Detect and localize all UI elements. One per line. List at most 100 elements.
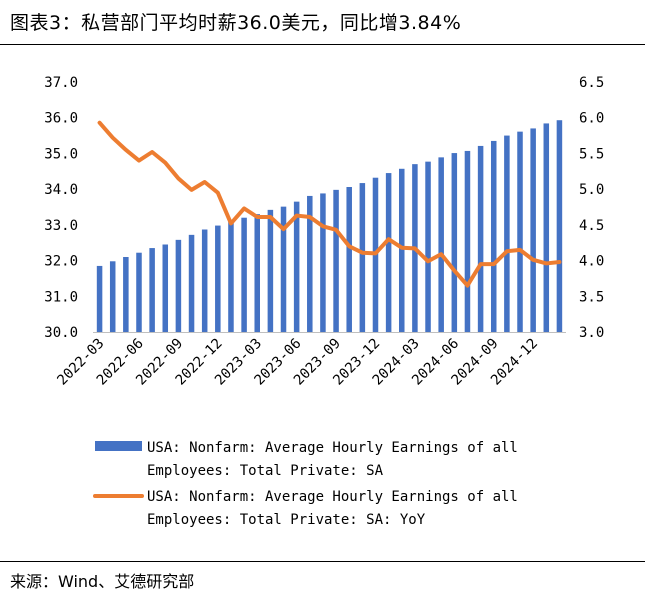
line-point-2023-05 [282,228,285,230]
line-point-2023-10 [348,245,351,248]
bar-2024-12 [530,128,536,332]
line-point-2022-12 [217,191,219,194]
line-point-2023-11 [361,251,364,254]
bar-2023-11 [359,183,366,332]
line-point-2023-01 [230,222,232,225]
legend-bar-swatch [95,441,142,451]
line-point-2025-01 [545,262,548,265]
line-point-2024-06 [453,269,456,272]
legend: USA: Nonfarm: Average Hourly Earnings of… [93,440,518,528]
y-left-tick-label: 33.0 [44,218,78,234]
bar-2022-05 [123,257,129,332]
bar-2023-02 [241,217,247,332]
bar-2022-07 [149,248,155,332]
line-point-2023-08 [322,225,324,228]
bar-2023-05 [280,206,287,332]
line-point-2023-04 [269,216,272,218]
bar-2024-06 [451,153,458,332]
bar-2024-10 [504,135,510,332]
bar-2023-06 [293,201,300,332]
x-axis-labels: 2022-032022-062022-092022-122023-032023-… [54,336,541,389]
source-note: 来源：Wind、艾德研究部 [10,572,195,591]
bar-2025-01 [543,123,550,333]
bar-2022-04 [109,261,116,332]
y-left-tick-label: 34.0 [44,182,78,198]
bar-2025-02 [556,120,563,333]
line-point-2023-09 [335,229,337,231]
bar-2022-06 [136,252,142,332]
line-point-2024-07 [466,284,469,287]
line-point-2025-02 [558,261,561,263]
y-right-tick-label: 4.5 [579,218,604,234]
y-left-tick-label: 30.0 [44,325,78,341]
title-rule [0,44,645,45]
y-right-tick-label: 6.0 [579,111,604,127]
bar-2024-09 [490,140,497,332]
line-point-2024-02 [400,246,403,249]
bar-2022-03 [96,265,103,332]
legend-bar-label: USA: Nonfarm: Average Hourly Earnings of… [147,440,518,456]
line-point-2022-06 [138,159,140,162]
line-point-2024-04 [427,260,429,263]
legend-line-label: Employees: Total Private: SA: YoY [147,512,426,528]
y-right-tick-label: 3.5 [579,289,604,305]
line-point-2024-11 [519,249,521,251]
bar-2022-11 [201,229,208,332]
line-point-2022-11 [203,181,206,183]
line-series [97,120,562,288]
bar-2024-05 [438,157,444,332]
y-right-tick-label: 4.0 [579,254,604,270]
bar-2024-02 [399,168,405,332]
bar-2023-10 [346,187,352,332]
bar-2024-04 [425,161,431,332]
bar-2022-09 [175,239,182,332]
line-point-2023-07 [308,216,311,218]
line-point-2024-01 [387,238,390,240]
bar-2023-08 [320,193,326,332]
line-point-2022-05 [125,149,127,151]
line-point-2022-09 [177,177,180,180]
legend-bar-label: Employees: Total Private: SA [147,463,384,479]
line-point-2022-03 [98,121,101,124]
bar-2022-12 [215,225,221,332]
y-right-tick-label: 5.0 [579,182,604,198]
bar-2023-03 [254,214,260,332]
legend-line-label: USA: Nonfarm: Average Hourly Earnings of… [147,489,518,505]
bar-2024-11 [517,131,523,332]
line-point-2022-08 [164,161,167,164]
y-left-tick-label: 35.0 [44,146,78,162]
y-left-tick-label: 32.0 [44,254,78,270]
bar-2024-01 [385,173,392,332]
line-point-2024-12 [532,259,534,261]
bar-2023-07 [307,195,313,332]
bar-2024-07 [464,150,471,332]
line-point-2024-10 [506,250,508,253]
y-left-tick-label: 37.0 [44,75,78,91]
bar-2024-08 [477,145,484,332]
y-right-tick-label: 6.5 [579,75,604,91]
line-point-2023-02 [243,207,245,210]
bar-2023-01 [228,221,234,332]
bar-2022-08 [162,244,169,332]
source-rule [0,561,645,562]
line-point-2024-03 [414,247,416,250]
figure-title: 图表3：私营部门平均时薪36.0美元，同比增3.84% [10,12,462,34]
line-point-2024-05 [440,253,442,255]
bar-2023-04 [267,209,274,332]
line-point-2022-04 [111,136,114,139]
y-axis-right-labels: 3.0 3.5 4.0 4.5 5.0 5.5 6.0 6.5 [579,75,604,341]
yoy-line [97,120,562,288]
y-axis-left-labels: 30.0 31.0 32.0 33.0 34.0 35.0 36.0 37.0 [44,75,78,341]
line-point-2022-10 [190,189,193,191]
y-left-tick-label: 36.0 [44,111,78,127]
y-right-tick-label: 5.5 [579,146,604,162]
bar-2023-09 [333,189,339,332]
line-point-2024-08 [479,263,482,265]
line-point-2022-07 [151,151,153,153]
y-left-tick-label: 31.0 [44,289,78,305]
line-point-2023-03 [256,216,259,218]
bar-2022-10 [188,234,195,332]
line-point-2023-06 [295,214,298,217]
line-point-2023-12 [374,252,377,255]
